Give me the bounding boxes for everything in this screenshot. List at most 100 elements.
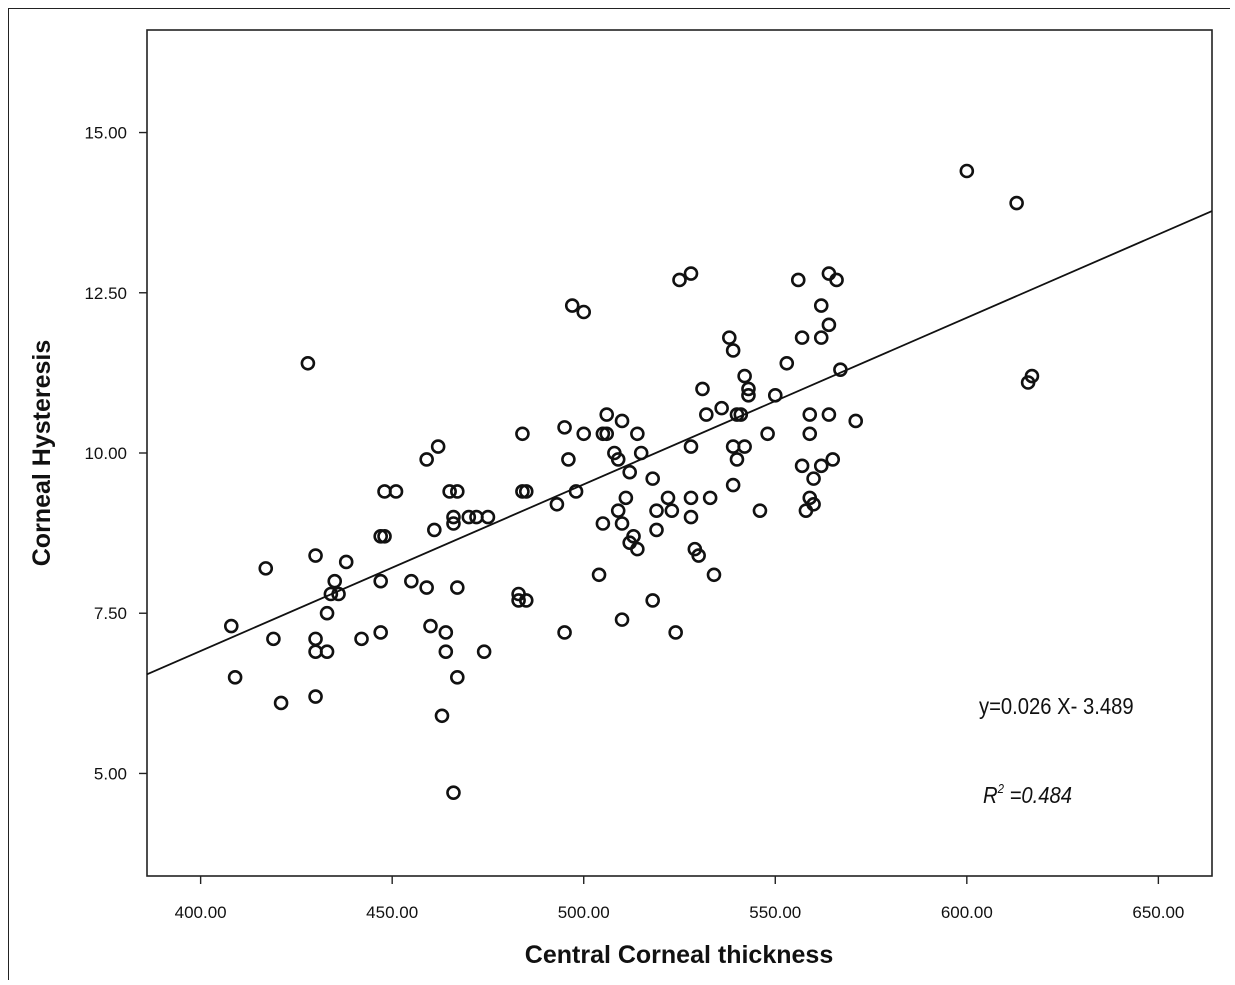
data-point <box>557 420 572 435</box>
data-point <box>319 644 335 659</box>
data-point <box>649 522 664 538</box>
data-point <box>802 407 818 422</box>
data-point <box>760 426 775 442</box>
data-point <box>645 471 660 486</box>
data-point <box>741 388 756 403</box>
data-point <box>476 644 492 659</box>
data-point <box>683 490 699 506</box>
data-point <box>599 407 615 422</box>
data-point <box>660 490 676 506</box>
data-point <box>668 625 683 640</box>
y-tick-label: 15.00 <box>84 124 127 143</box>
data-point <box>725 477 741 493</box>
y-tick-label: 12.50 <box>84 284 127 303</box>
data-point <box>806 471 821 486</box>
data-point <box>227 670 243 685</box>
data-point <box>630 541 645 557</box>
data-point <box>794 330 810 345</box>
data-point <box>794 458 810 474</box>
data-point <box>576 426 592 442</box>
y-tick-label: 10.00 <box>84 444 127 463</box>
x-tick-label: 450.00 <box>366 903 418 922</box>
data-point <box>308 689 323 704</box>
data-point <box>683 439 699 454</box>
data-point <box>733 407 749 422</box>
data-point <box>404 573 419 589</box>
data-point <box>737 368 752 384</box>
data-point <box>813 458 829 474</box>
data-point <box>461 509 477 525</box>
data-point <box>446 509 461 525</box>
data-point <box>450 484 465 499</box>
r-squared-value: =0.484 <box>1004 782 1072 809</box>
y-axis-label: Corneal Hysteresis <box>28 340 56 567</box>
data-point <box>576 304 592 320</box>
data-point <box>683 509 699 525</box>
data-point <box>568 484 584 499</box>
data-point <box>388 484 404 499</box>
data-point <box>430 439 446 454</box>
r-squared: R2 =0.484 <box>983 781 1072 808</box>
r-squared-superscript: 2 <box>997 781 1004 796</box>
data-point <box>518 484 534 499</box>
data-point <box>725 343 741 358</box>
data-point <box>373 573 388 589</box>
figure-frame <box>8 8 1230 980</box>
data-point <box>645 593 660 608</box>
x-axis: 400.00 450.00 500.00 550.00 600.00 650.00 <box>175 876 1184 922</box>
plot-area <box>146 29 1213 877</box>
data-point <box>561 452 576 467</box>
data-point <box>752 503 768 518</box>
data-point <box>273 695 289 711</box>
data-point <box>442 484 457 499</box>
data-point <box>626 529 641 544</box>
data-point <box>695 381 710 397</box>
data-point <box>779 355 795 371</box>
data-point <box>338 554 354 570</box>
data-point <box>959 163 975 179</box>
y-axis: 5.00 7.50 10.00 12.50 15.00 <box>84 124 147 783</box>
r-squared-symbol: R <box>983 782 998 809</box>
data-point <box>714 400 729 416</box>
data-point <box>266 631 281 647</box>
data-point <box>1009 195 1024 211</box>
data-point <box>722 330 737 345</box>
data-point <box>446 785 461 800</box>
data-point <box>518 593 534 608</box>
data-point <box>702 490 718 506</box>
data-point <box>790 272 806 288</box>
data-point <box>691 548 706 563</box>
data-point <box>515 426 530 442</box>
data-point <box>829 272 844 288</box>
y-tick-label: 5.00 <box>94 764 127 783</box>
data-point <box>618 490 634 506</box>
data-point <box>1024 368 1040 384</box>
data-point <box>438 625 454 640</box>
data-point <box>423 618 438 634</box>
data-point <box>737 439 752 454</box>
data-point <box>446 516 461 531</box>
data-point <box>438 644 454 659</box>
data-point <box>802 426 818 442</box>
data-point <box>614 612 630 627</box>
data-point <box>480 509 496 525</box>
data-point <box>434 708 450 724</box>
data-point <box>683 266 699 281</box>
regression-equation: y=0.026 X- 3.489 <box>979 693 1134 720</box>
x-tick-label: 650.00 <box>1132 903 1184 922</box>
data-point <box>223 618 239 634</box>
data-point <box>614 413 630 429</box>
y-tick-label: 7.50 <box>94 604 127 623</box>
data-point <box>848 413 864 429</box>
data-point <box>549 496 565 512</box>
data-point <box>511 593 526 608</box>
x-axis-label: Central Corneal thickness <box>525 941 833 969</box>
x-tick-label: 550.00 <box>749 903 801 922</box>
data-point <box>323 586 339 602</box>
data-point <box>610 452 626 467</box>
data-point <box>373 625 388 640</box>
data-point <box>664 503 680 518</box>
data-point <box>610 503 626 518</box>
data-point <box>319 605 335 621</box>
